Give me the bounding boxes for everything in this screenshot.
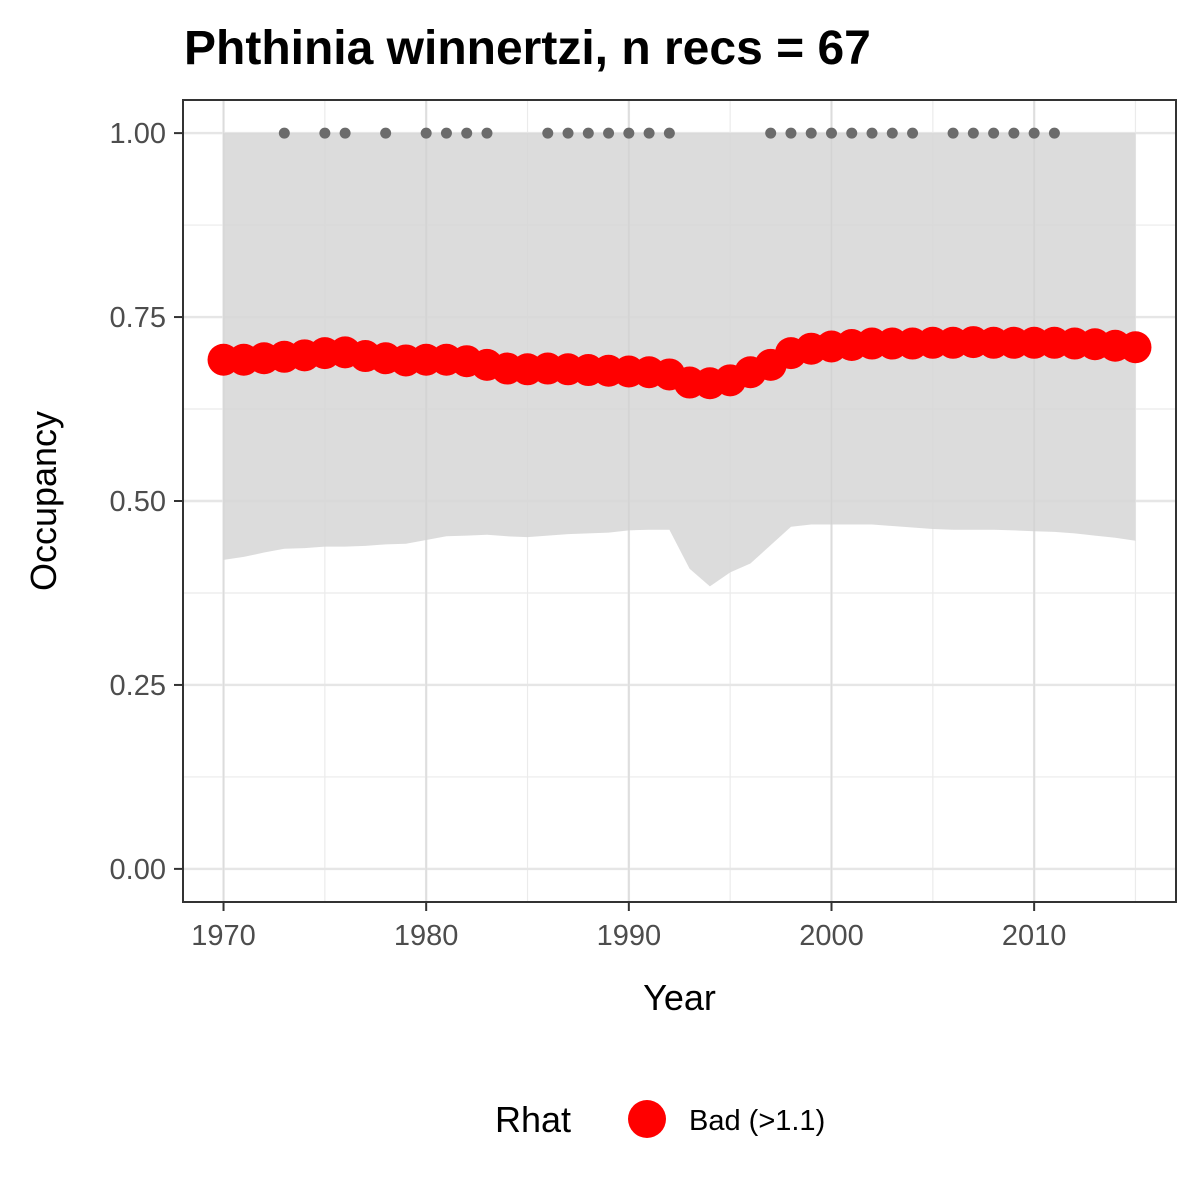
series-layer	[207, 326, 1152, 400]
x-tick-label: 1980	[394, 920, 459, 952]
confidence-ribbon-layer	[222, 100, 1136, 902]
record-point	[562, 127, 574, 139]
record-point	[278, 127, 290, 139]
x-axis-title: Year	[643, 977, 716, 1018]
record-point	[967, 127, 979, 139]
y-tick-label: 0.75	[110, 302, 166, 334]
record-point	[542, 127, 554, 139]
y-axis-title: Occupancy	[23, 411, 64, 591]
legend-label-bad: Bad (>1.1)	[689, 1105, 825, 1137]
record-point	[1008, 127, 1020, 139]
record-point	[988, 127, 1000, 139]
x-tick-label: 1970	[191, 920, 256, 952]
x-tick-label: 2010	[1002, 920, 1067, 952]
record-point	[886, 127, 898, 139]
confidence-ribbon	[223, 133, 1136, 587]
record-point	[1048, 127, 1060, 139]
legend: Rhat Bad (>1.1)	[495, 1099, 825, 1140]
y-tick-label: 0.00	[110, 854, 166, 886]
series-point	[1119, 331, 1152, 364]
record-point	[339, 127, 351, 139]
record-point	[440, 127, 452, 139]
y-tick-label: 0.25	[110, 670, 166, 702]
record-point	[866, 127, 878, 139]
record-point	[643, 127, 655, 139]
record-point	[765, 127, 777, 139]
record-point	[805, 127, 817, 139]
record-point	[846, 127, 858, 139]
record-point	[785, 127, 797, 139]
record-point	[825, 127, 837, 139]
record-point	[663, 127, 675, 139]
record-point	[907, 127, 919, 139]
record-point	[380, 127, 392, 139]
record-point	[582, 127, 594, 139]
x-tick-label: 2000	[799, 920, 864, 952]
y-tick-label: 1.00	[110, 118, 166, 150]
y-tick-label: 0.50	[110, 486, 166, 518]
record-point	[1028, 127, 1040, 139]
legend-key-bad	[628, 1100, 666, 1138]
x-tick-label: 1990	[597, 920, 662, 952]
record-point	[947, 127, 959, 139]
legend-title: Rhat	[495, 1099, 571, 1140]
axis-layer: 1970 1980 1990 2000 2010 0.00 0.25 0.50 0.75 1.00	[110, 118, 1067, 952]
record-point	[319, 127, 331, 139]
record-point	[623, 127, 635, 139]
record-point	[481, 127, 493, 139]
record-point	[603, 127, 615, 139]
record-points-layer	[278, 127, 1060, 139]
chart-title: Phthinia winnertzi, n recs = 67	[184, 22, 871, 75]
record-point	[420, 127, 432, 139]
record-point	[461, 127, 473, 139]
